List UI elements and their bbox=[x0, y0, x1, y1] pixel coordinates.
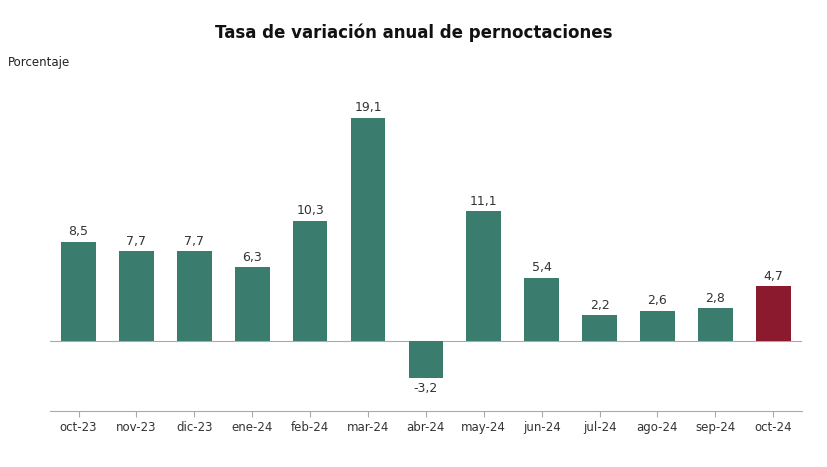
Bar bbox=[640, 311, 675, 341]
Text: 2,2: 2,2 bbox=[590, 299, 609, 312]
Bar bbox=[235, 267, 270, 341]
Text: 11,1: 11,1 bbox=[470, 195, 498, 208]
Bar bbox=[466, 211, 501, 341]
Text: Tasa de variación anual de pernoctaciones: Tasa de variación anual de pernoctacione… bbox=[215, 23, 612, 42]
Bar bbox=[698, 308, 733, 341]
Text: 2,8: 2,8 bbox=[705, 292, 725, 304]
Bar bbox=[756, 286, 791, 341]
Text: 8,5: 8,5 bbox=[69, 225, 88, 238]
Bar bbox=[582, 315, 617, 341]
Bar bbox=[119, 251, 154, 341]
Text: 6,3: 6,3 bbox=[242, 251, 262, 264]
Text: 10,3: 10,3 bbox=[296, 204, 324, 217]
Bar bbox=[61, 242, 96, 341]
Bar bbox=[409, 341, 443, 378]
Text: Porcentaje: Porcentaje bbox=[8, 56, 70, 69]
Text: 4,7: 4,7 bbox=[763, 269, 783, 283]
Text: 7,7: 7,7 bbox=[184, 234, 204, 248]
Text: 19,1: 19,1 bbox=[354, 101, 382, 114]
Text: 7,7: 7,7 bbox=[127, 234, 146, 248]
Text: 5,4: 5,4 bbox=[532, 262, 552, 275]
Text: 2,6: 2,6 bbox=[648, 294, 667, 307]
Bar bbox=[293, 220, 327, 341]
Bar bbox=[524, 278, 559, 341]
Bar bbox=[177, 251, 212, 341]
Bar bbox=[351, 118, 385, 341]
Text: -3,2: -3,2 bbox=[414, 382, 438, 395]
